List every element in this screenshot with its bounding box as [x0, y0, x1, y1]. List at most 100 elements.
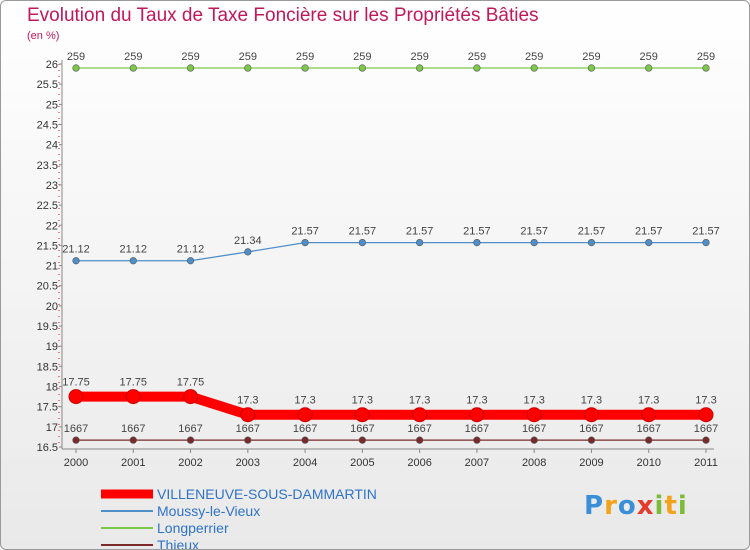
data-point	[698, 407, 714, 423]
data-point	[473, 238, 481, 247]
data-label: 1667	[465, 423, 489, 435]
data-label: 259	[582, 51, 600, 63]
data-point	[186, 64, 195, 72]
data-label: 17.75	[62, 377, 90, 389]
legend-label: VILLENEUVE-SOUS-DAMMARTIN	[157, 485, 377, 502]
proxiti-logo: Proxiti	[584, 491, 688, 521]
x-tick-label: 2009	[579, 457, 603, 469]
data-label: 17.3	[581, 395, 602, 407]
data-label: 21.57	[520, 226, 548, 238]
data-label: 17.3	[294, 395, 315, 407]
data-point	[358, 238, 366, 247]
x-tick-label: 2006	[407, 457, 431, 469]
x-tick-label: 2002	[178, 457, 202, 469]
logo-letter: t	[664, 491, 678, 521]
x-tick-label: 2007	[465, 457, 489, 469]
data-point	[68, 389, 84, 405]
y-tick-label: 26	[46, 59, 58, 71]
y-tick-label: 18.5	[37, 361, 58, 373]
data-label: 21.12	[120, 244, 148, 256]
legend-label: Thieux	[157, 536, 200, 550]
logo-letter: x	[636, 491, 655, 521]
data-point	[641, 407, 657, 423]
data-label: 1667	[178, 423, 202, 435]
data-point	[244, 64, 252, 72]
legend-swatch	[101, 509, 153, 512]
data-label: 259	[697, 51, 715, 63]
data-label: 259	[410, 51, 428, 63]
series-line	[75, 241, 707, 262]
y-tick-label: 23	[46, 180, 58, 192]
y-tick-label: 24.5	[37, 119, 58, 131]
legend-swatch	[101, 543, 153, 546]
y-tick-label: 20.5	[37, 281, 58, 293]
logo-letter: o	[617, 491, 637, 521]
legend-item: Thieux	[101, 536, 377, 550]
data-point	[301, 238, 309, 247]
y-tick-label: 21.5	[37, 240, 58, 252]
x-tick-label: 2011	[694, 457, 718, 469]
y-tick-label: 18	[46, 382, 58, 394]
chart-title: Evolution du Taux de Taxe Foncière sur l…	[27, 5, 539, 26]
data-label: 1667	[636, 423, 660, 435]
data-point	[244, 248, 252, 256]
y-tick-label: 19.5	[37, 321, 58, 333]
data-label: 1667	[350, 423, 374, 435]
data-label: 259	[353, 51, 371, 63]
data-label: 17.3	[237, 395, 258, 407]
data-point	[240, 407, 256, 423]
data-label: 21.57	[635, 226, 663, 238]
logo-letter: r	[604, 491, 618, 521]
data-point	[244, 436, 252, 444]
data-point	[297, 407, 313, 423]
data-label: 1667	[121, 423, 145, 435]
data-point	[354, 407, 370, 423]
data-label: 259	[239, 51, 257, 63]
legend-item: Longperrier	[101, 519, 377, 536]
data-point	[416, 238, 424, 247]
data-label: 21.12	[177, 244, 205, 256]
data-point	[469, 407, 485, 423]
legend-label: Moussy-le-Vieux	[157, 502, 261, 519]
y-tick-label: 17	[46, 422, 58, 434]
data-label: 21.34	[234, 235, 262, 247]
data-point	[526, 407, 542, 423]
data-label: 21.57	[349, 226, 377, 238]
logo-letter: P	[584, 491, 605, 521]
data-point	[125, 389, 141, 405]
data-label: 17.3	[409, 395, 430, 407]
y-tick-label: 16.5	[37, 442, 58, 454]
data-label: 1667	[522, 423, 546, 435]
x-tick-label: 2004	[293, 457, 317, 469]
x-tick-label: 2001	[121, 457, 145, 469]
data-point	[702, 64, 710, 72]
data-point	[702, 436, 710, 444]
y-tick-label: 19	[46, 341, 58, 353]
y-tick-label: 25.5	[37, 79, 58, 91]
data-point	[301, 64, 309, 72]
data-point	[301, 436, 309, 444]
legend: VILLENEUVE-SOUS-DAMMARTIN Moussy-le-Vieu…	[101, 485, 377, 550]
data-point	[530, 436, 538, 444]
data-label: 21.57	[692, 226, 720, 238]
data-point	[416, 436, 424, 444]
data-point	[587, 436, 596, 444]
data-label: 17.3	[352, 395, 373, 407]
y-tick-label: 22	[46, 220, 58, 232]
data-point	[186, 257, 195, 265]
legend-label: Longperrier	[157, 519, 229, 536]
data-point	[473, 436, 481, 444]
data-label: 17.3	[466, 395, 487, 407]
data-point	[587, 238, 596, 247]
data-label: 259	[181, 51, 199, 63]
data-label: 21.12	[62, 244, 90, 256]
unit-label: (en %)	[27, 30, 60, 42]
data-label: 259	[640, 51, 658, 63]
data-point	[72, 257, 80, 265]
y-tick-label: 22.5	[37, 200, 58, 212]
legend-swatch	[101, 489, 153, 498]
legend-swatch	[101, 526, 153, 529]
data-label: 17.3	[638, 395, 659, 407]
